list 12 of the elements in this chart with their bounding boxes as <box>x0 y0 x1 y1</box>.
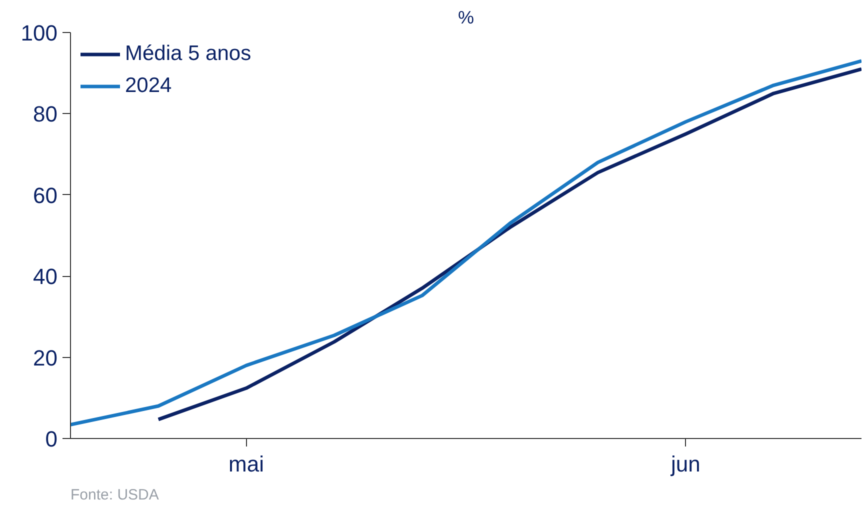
y-tick-label: 100 <box>20 20 58 46</box>
x-tick-label: mai <box>228 452 264 476</box>
x-tick-label: jun <box>670 452 700 476</box>
y-tick-label: 20 <box>33 345 58 370</box>
chart-title: % <box>458 8 474 28</box>
legend-label: Média 5 anos <box>125 42 252 66</box>
y-tick-label: 40 <box>33 264 58 290</box>
y-tick-label: 0 <box>45 426 58 452</box>
legend-label: 2024 <box>125 74 172 98</box>
source-note: Fonte: USDA <box>70 486 159 504</box>
y-tick-label: 80 <box>33 102 58 127</box>
y-tick-label: 60 <box>33 182 58 208</box>
